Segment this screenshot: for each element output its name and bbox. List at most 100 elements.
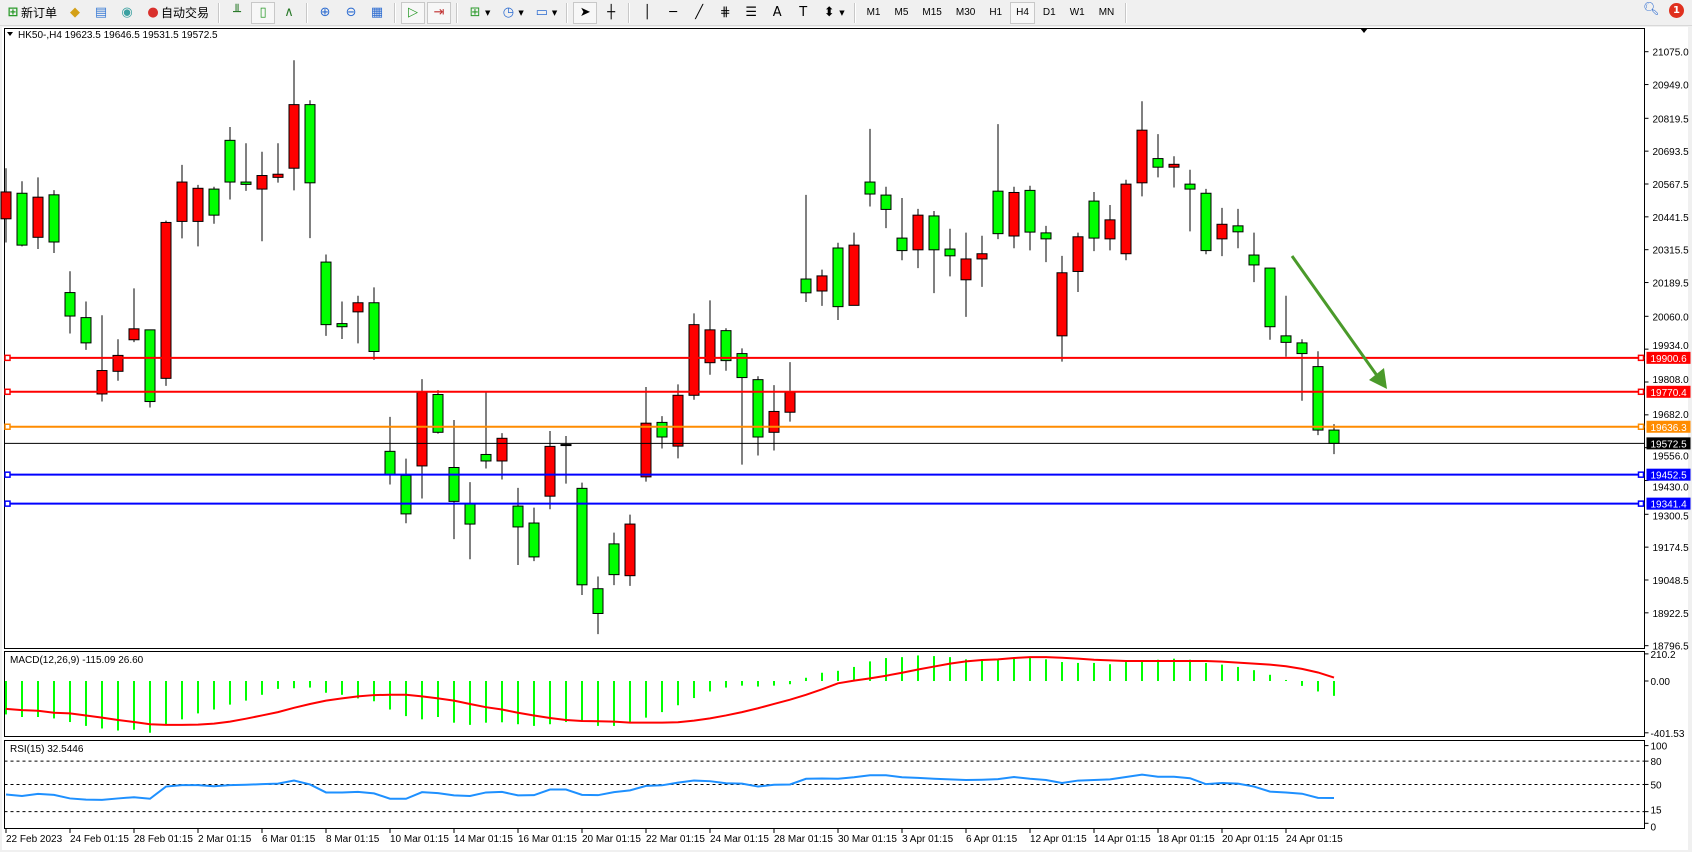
line-handle[interactable] — [4, 354, 11, 362]
candlestick-button[interactable]: ▯ — [251, 1, 276, 24]
candle[interactable] — [480, 392, 492, 469]
candle[interactable] — [880, 186, 892, 229]
candle[interactable] — [1040, 225, 1052, 263]
candle[interactable] — [1104, 204, 1116, 251]
signals-button[interactable]: ◉ — [115, 2, 139, 24]
candle[interactable] — [1152, 134, 1164, 178]
fibo-fan-button[interactable]: ☰ — [739, 2, 763, 24]
crosshair-button[interactable]: ┼ — [599, 2, 623, 24]
candle[interactable] — [544, 431, 556, 510]
candle[interactable] — [1024, 185, 1036, 251]
timeframe-m30[interactable]: M30 — [955, 6, 976, 18]
candle[interactable] — [1200, 188, 1212, 255]
macd-pane[interactable]: 210.2 0.00 -401.53 — [4, 650, 1685, 740]
chart-shift-marker-icon[interactable] — [1360, 28, 1368, 33]
candle[interactable] — [512, 487, 524, 565]
candle[interactable] — [672, 384, 684, 459]
indicators-button[interactable]: ⊞ ▼ — [463, 2, 494, 24]
candle[interactable] — [528, 507, 540, 562]
new-order-button[interactable]: ⊞ 新订单 — [1, 2, 61, 24]
candle[interactable] — [960, 232, 972, 317]
candle[interactable] — [1168, 156, 1180, 188]
candle[interactable] — [336, 301, 348, 339]
timeframe-m1[interactable]: M1 — [866, 6, 881, 18]
terminal-button[interactable]: ▤ — [89, 2, 113, 24]
line-handle[interactable] — [4, 388, 11, 396]
main-price-pane[interactable]: 21075.0 20949.0 20819.5 20693.5 20567.5 20441… — [0, 28, 1691, 653]
timeframe-m5[interactable]: M5 — [894, 6, 909, 18]
candle[interactable] — [944, 228, 956, 277]
candle[interactable] — [272, 143, 284, 183]
line-handle[interactable] — [4, 500, 11, 507]
candle[interactable] — [640, 386, 652, 482]
horizontal-line-button[interactable]: ─ — [661, 2, 685, 24]
candle[interactable] — [240, 143, 252, 191]
candle[interactable] — [448, 420, 460, 540]
text-label-button[interactable]: T — [791, 2, 815, 24]
auto-scroll-button[interactable]: ▷ — [401, 1, 426, 24]
cursor-button[interactable]: ➤ — [573, 1, 598, 24]
trend-arrow-shaft[interactable] — [1290, 255, 1380, 378]
timeframe-m15[interactable]: M15 — [922, 6, 942, 18]
candle[interactable] — [288, 60, 300, 191]
candle[interactable] — [896, 197, 908, 261]
trendline-button[interactable]: ╱ — [687, 2, 711, 24]
candle[interactable] — [256, 151, 268, 242]
timeframe-h4[interactable]: H4 — [1010, 1, 1035, 24]
candle[interactable] — [928, 210, 940, 294]
candle[interactable] — [816, 269, 828, 306]
line-handle[interactable] — [1637, 500, 1645, 507]
candle[interactable] — [1008, 186, 1020, 249]
timeframe-d1[interactable]: D1 — [1042, 6, 1056, 18]
chart-menu-triangle-icon[interactable] — [7, 32, 13, 36]
timeframe-w1[interactable]: W1 — [1069, 6, 1085, 18]
candle[interactable] — [720, 328, 732, 371]
candle[interactable] — [800, 194, 812, 302]
zoom-in-button[interactable]: ⊕ — [313, 2, 337, 24]
line-handle[interactable] — [1637, 354, 1645, 362]
candle[interactable] — [864, 128, 876, 207]
notification-button[interactable]: 1 — [1669, 2, 1684, 18]
candle[interactable] — [832, 242, 844, 320]
candle[interactable] — [1280, 295, 1292, 357]
candle[interactable] — [160, 220, 172, 386]
text-button[interactable]: A — [765, 2, 789, 24]
line-handle[interactable] — [1637, 471, 1645, 478]
candle[interactable] — [1312, 351, 1324, 436]
line-handle[interactable] — [1637, 388, 1645, 396]
candle[interactable] — [1088, 191, 1100, 252]
candle[interactable] — [16, 181, 28, 247]
candle[interactable] — [848, 232, 860, 306]
candle[interactable] — [192, 184, 204, 247]
candle[interactable] — [768, 385, 780, 451]
line-handle[interactable] — [4, 423, 11, 431]
candle[interactable] — [32, 177, 44, 250]
history-center-button[interactable]: ◆ — [63, 2, 87, 24]
line-chart-button[interactable]: ∧ — [277, 2, 301, 24]
candle[interactable] — [1248, 232, 1260, 283]
candle[interactable] — [576, 482, 588, 595]
candle[interactable] — [1120, 179, 1132, 261]
candle[interactable] — [1056, 255, 1068, 362]
candle[interactable] — [112, 339, 124, 381]
arrows-button[interactable]: ⬍ ▼ — [817, 2, 848, 24]
candle[interactable] — [0, 168, 12, 243]
candle[interactable] — [1072, 232, 1084, 293]
candle[interactable] — [1296, 339, 1308, 401]
candle[interactable] — [736, 348, 748, 465]
candle[interactable] — [992, 124, 1004, 240]
timeframe-mn[interactable]: MN — [1098, 6, 1115, 18]
candle[interactable] — [560, 435, 572, 484]
bar-chart-button[interactable]: ╨ — [225, 2, 249, 24]
candle[interactable] — [688, 313, 700, 400]
rsi-pane[interactable]: 100 80 50 15 0 — [4, 740, 1668, 834]
fibonacci-button[interactable]: ⋕ — [713, 2, 737, 24]
candle[interactable] — [320, 254, 332, 336]
candle[interactable] — [80, 301, 92, 350]
candle[interactable] — [48, 190, 60, 253]
candle[interactable] — [144, 329, 156, 408]
candle[interactable] — [128, 288, 140, 343]
timeframe-h1[interactable]: H1 — [989, 6, 1003, 18]
candle[interactable] — [752, 376, 764, 456]
zoom-out-button[interactable]: ⊖ — [339, 2, 363, 24]
